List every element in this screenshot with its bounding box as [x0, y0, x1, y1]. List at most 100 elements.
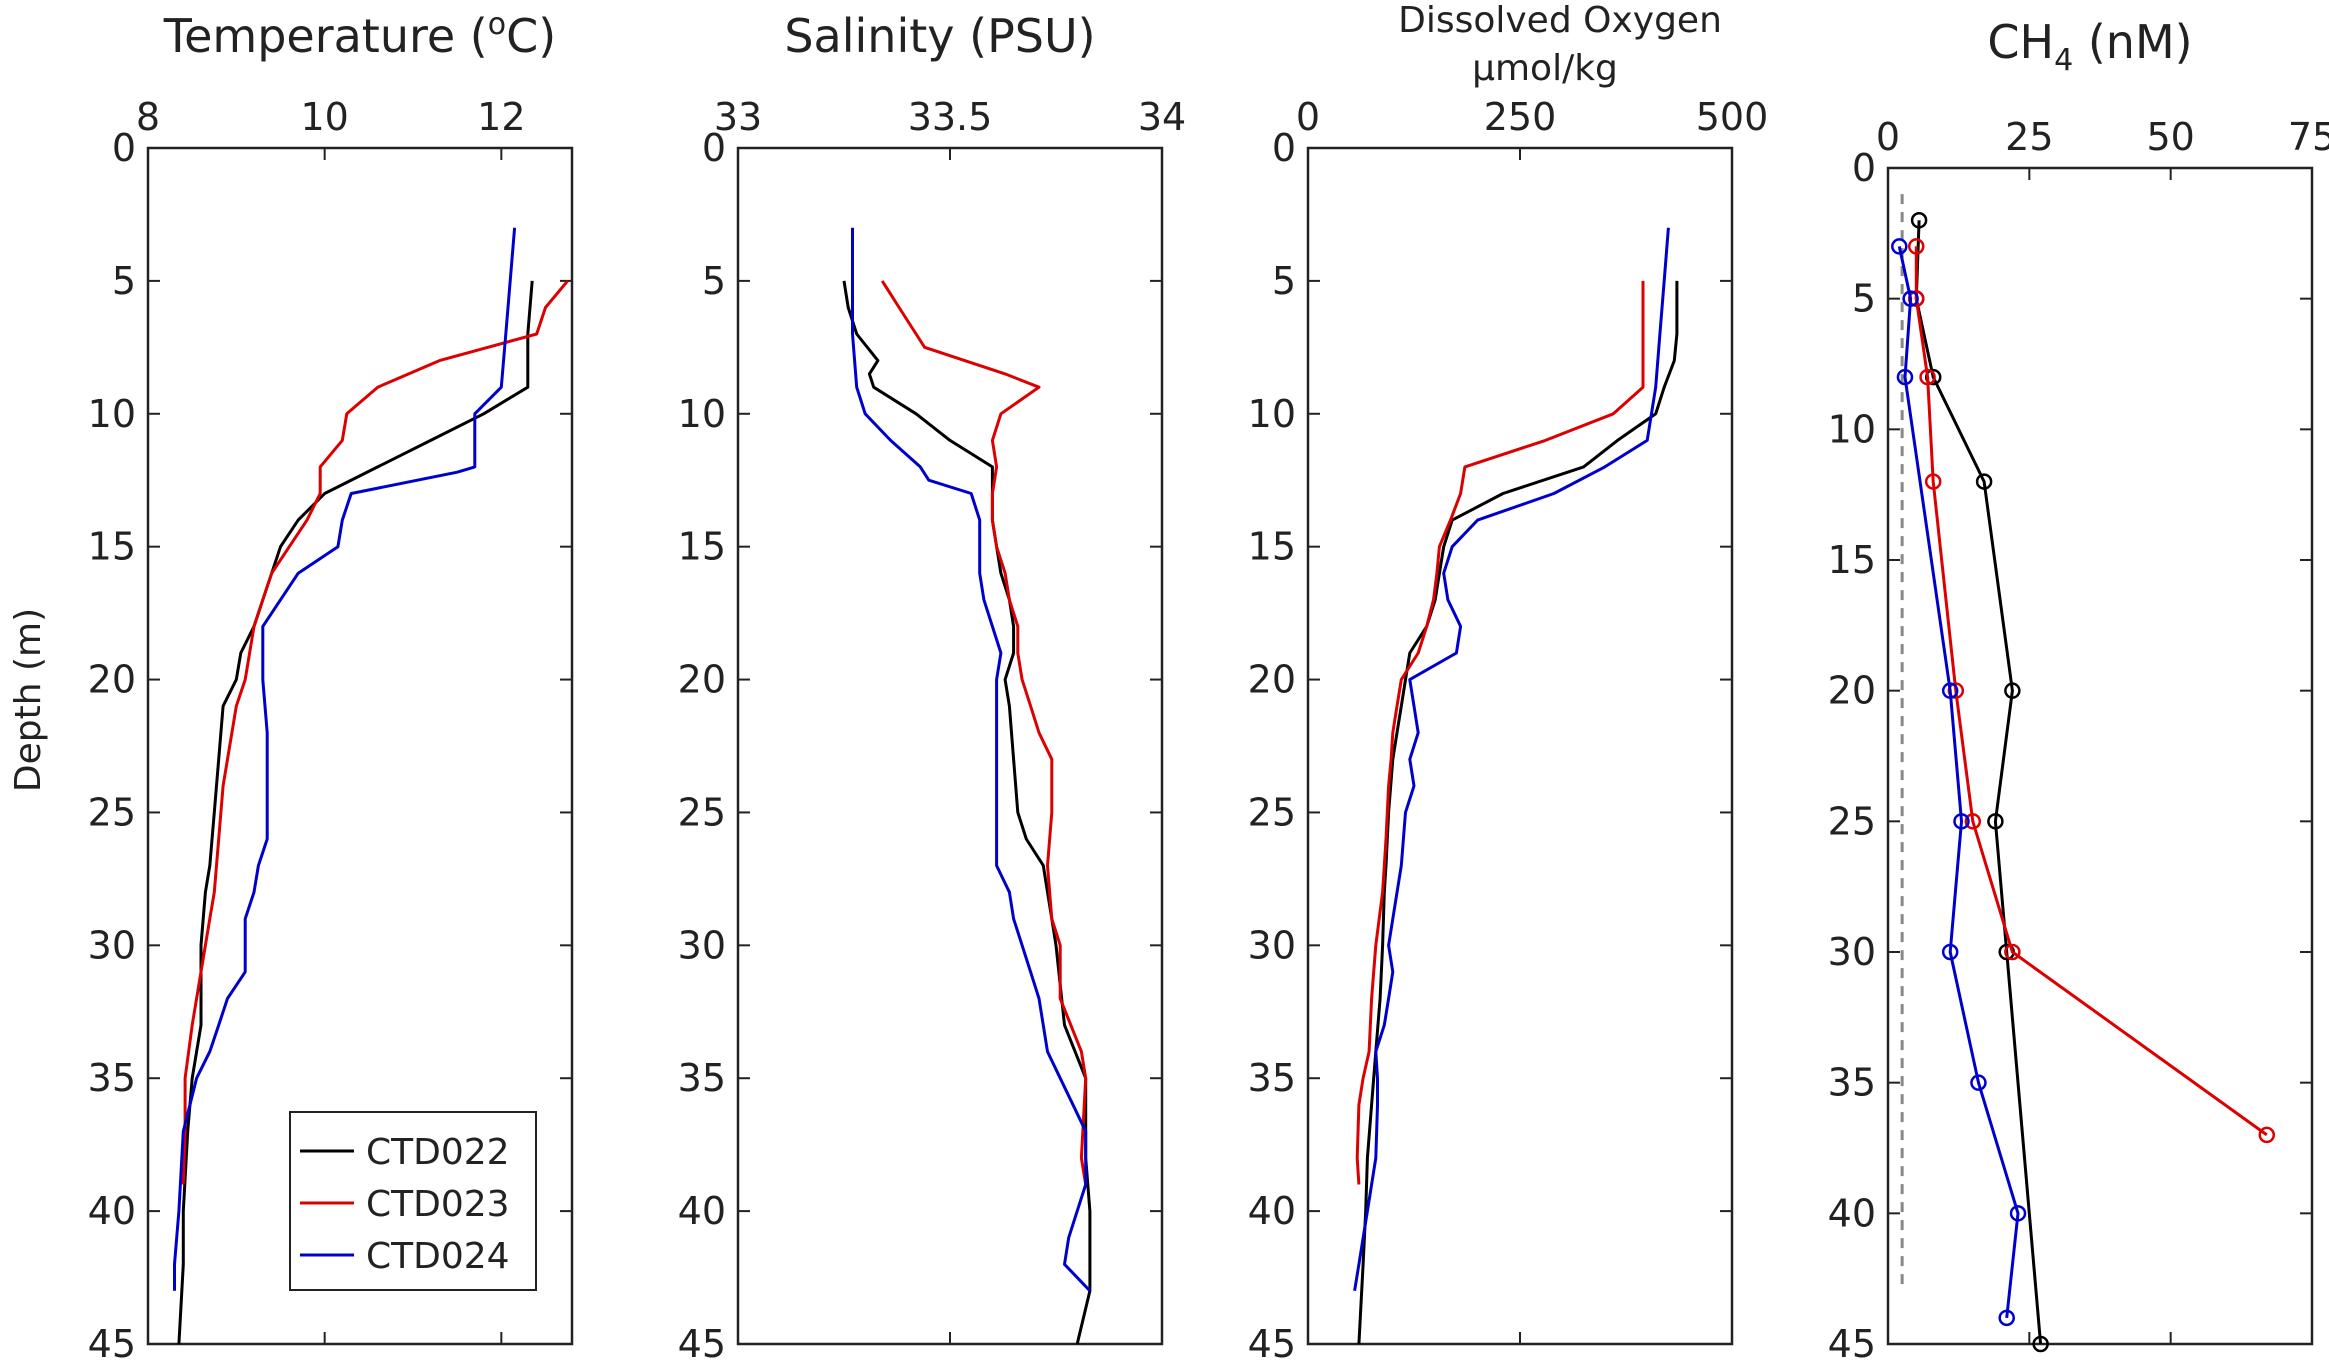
panel-salinity-frame [736, 146, 1164, 1346]
series-marker-ctd024-2 [1896, 368, 1914, 386]
series-marker-ctd023-2 [1919, 368, 1936, 386]
series-line-salinity-ctd022 [842, 280, 1092, 1345]
series-marker-ctd022-5 [1987, 813, 2004, 830]
y-tick-label-methane-8: 40 [1828, 1191, 1876, 1235]
panel-methane-title: CH4 (nM) [1987, 15, 2192, 78]
y-tick-label-oxygen-8: 40 [1248, 1189, 1296, 1233]
panel-oxygen-series [1353, 227, 1679, 1345]
y-tick-label-salinity-9: 45 [678, 1322, 726, 1361]
panel-salinity-series [842, 227, 1092, 1345]
legend-label-ctd023: CTD023 [366, 1184, 510, 1225]
y-tick-label-methane-1: 5 [1852, 277, 1876, 321]
methane-title-sub: 4 [2054, 43, 2073, 78]
y-tick-label-methane-9: 45 [1828, 1322, 1876, 1361]
panel-methane-frame [1886, 166, 2314, 1346]
series-line-oxygen-ctd022 [1357, 280, 1679, 1345]
x-tick-label-oxygen-0: 0 [1296, 95, 1320, 139]
panel-oxygen-frame [1306, 146, 1734, 1346]
y-tick-label-oxygen-7: 35 [1248, 1056, 1296, 1100]
y-tick-label-oxygen-1: 5 [1272, 259, 1296, 303]
legend-box [289, 1111, 537, 1291]
x-tick-label-temperature-1: 10 [300, 95, 348, 139]
y-tick-label-salinity-0: 0 [702, 126, 726, 170]
y-tick-label-salinity-7: 35 [678, 1056, 726, 1100]
x-tick-label-temperature-0: 8 [136, 95, 160, 139]
series-marker-ctd023-6 [2004, 943, 2021, 961]
y-tick-label-oxygen-0: 0 [1272, 126, 1296, 170]
methane-title-main: CH [1987, 15, 2054, 69]
y-tick-label-oxygen-4: 20 [1248, 658, 1296, 702]
y-tick-label-temperature-9: 45 [88, 1322, 136, 1361]
panel-oxygen-title-line1: Dissolved Oxygen [1398, 0, 1722, 41]
y-tick-label-temperature-6: 30 [88, 923, 136, 967]
y-tick-label-salinity-5: 25 [678, 790, 726, 834]
series-marker-ctd023-7 [2258, 1126, 2276, 1144]
y-tick-label-methane-2: 10 [1828, 407, 1876, 451]
series-line-temperature-ctd024 [173, 227, 517, 1291]
panel-oxygen-title-line2: μmol/kg [1472, 48, 1618, 89]
y-tick-label-oxygen-6: 30 [1248, 923, 1296, 967]
panel-methane-series [1891, 194, 2276, 1353]
series-line-oxygen-ctd024 [1353, 227, 1670, 1292]
panel-methane-grid-ticks: 0 25 50 75 0 5 10 15 20 25 30 35 40 45 [1828, 115, 2329, 1361]
series-line-salinity-ctd023 [880, 280, 1088, 1185]
legend-label-ctd022: CTD022 [366, 1132, 510, 1173]
panel-salinity-grid-ticks: 33 33.5 34 0 5 10 15 20 25 30 35 40 45 [678, 95, 1187, 1361]
panel-temperature-title: Temperature (oC) [163, 7, 556, 63]
panel-salinity-title: Salinity (PSU) [784, 9, 1095, 63]
legend-label-ctd024: CTD024 [366, 1236, 510, 1277]
series-marker-ctd024-5 [1941, 943, 1959, 961]
series-marker-ctd022-7 [2032, 1335, 2049, 1353]
series-line-salinity-ctd024 [851, 227, 1091, 1292]
panel-temperature-frame [146, 146, 574, 1346]
y-tick-label-oxygen-9: 45 [1248, 1322, 1296, 1361]
series-marker-ctd024-0 [1891, 238, 1908, 255]
panel-oxygen-grid-ticks: 0 250 500 0 5 10 15 20 25 30 35 40 45 [1248, 95, 1769, 1361]
series-line-temperature-ctd022 [177, 280, 534, 1345]
y-tick-label-oxygen-2: 10 [1248, 392, 1296, 436]
series-line-methane-ctd022 [1914, 220, 2043, 1345]
series-marker-ctd024-4 [1953, 813, 1970, 830]
y-tick-label-methane-4: 20 [1828, 669, 1876, 713]
y-tick-label-methane-7: 35 [1828, 1061, 1876, 1105]
x-tick-label-salinity-1: 33.5 [908, 95, 993, 139]
y-axis-label: Depth (m) [8, 608, 49, 792]
panel-temperature: 8 10 12 0 5 10 15 20 25 30 35 40 45 Temperature (oC)… [88, 7, 574, 1361]
series-marker-ctd024-1 [1902, 290, 1919, 307]
y-tick-label-oxygen-5: 25 [1248, 790, 1296, 834]
y-tick-label-methane-5: 25 [1828, 799, 1876, 843]
series-marker-ctd024-6 [1970, 1074, 1987, 1091]
y-tick-label-temperature-2: 10 [88, 392, 136, 436]
x-tick-label-temperature-2: 12 [477, 95, 525, 139]
series-marker-ctd024-3 [1941, 682, 1959, 699]
y-tick-label-salinity-2: 10 [678, 392, 726, 436]
temperature-title-sup: o [488, 7, 506, 42]
temperature-title-main: Temperature ( [163, 9, 488, 63]
x-tick-label-oxygen-1: 250 [1484, 95, 1557, 139]
series-line-oxygen-ctd023 [1355, 280, 1645, 1185]
x-tick-label-salinity-0: 33 [714, 95, 762, 139]
series-marker-ctd023-5 [1964, 813, 1982, 830]
y-tick-label-temperature-1: 5 [112, 259, 136, 303]
y-tick-label-salinity-1: 5 [702, 259, 726, 303]
x-tick-label-methane-0: 0 [1876, 115, 1900, 159]
series-marker-ctd024-8 [1998, 1309, 2015, 1327]
y-tick-label-temperature-3: 15 [88, 525, 136, 569]
y-tick-label-methane-3: 15 [1828, 538, 1876, 582]
x-tick-label-methane-2: 50 [2146, 115, 2194, 159]
y-tick-label-temperature-4: 20 [88, 658, 136, 702]
y-tick-label-temperature-8: 40 [88, 1189, 136, 1233]
y-tick-label-methane-6: 30 [1828, 930, 1876, 974]
x-tick-label-oxygen-2: 500 [1696, 95, 1769, 139]
series-marker-ctd022-3 [1975, 473, 1993, 490]
series-line-methane-ctd024 [1897, 246, 2020, 1319]
series-marker-ctd024-7 [2009, 1205, 2027, 1222]
y-tick-label-salinity-8: 40 [678, 1189, 726, 1233]
series-marker-ctd023-3 [1924, 473, 1942, 490]
panel-methane: 0 25 50 75 0 5 10 15 20 25 30 35 40 45 CH4 (nM) [1828, 15, 2329, 1361]
panel-temperature-grid-ticks: 8 10 12 0 5 10 15 20 25 30 35 40 45 [88, 95, 572, 1361]
panel-temperature-series [173, 227, 569, 1345]
y-tick-label-salinity-3: 15 [678, 525, 726, 569]
series-marker-ctd022-4 [2004, 682, 2021, 699]
